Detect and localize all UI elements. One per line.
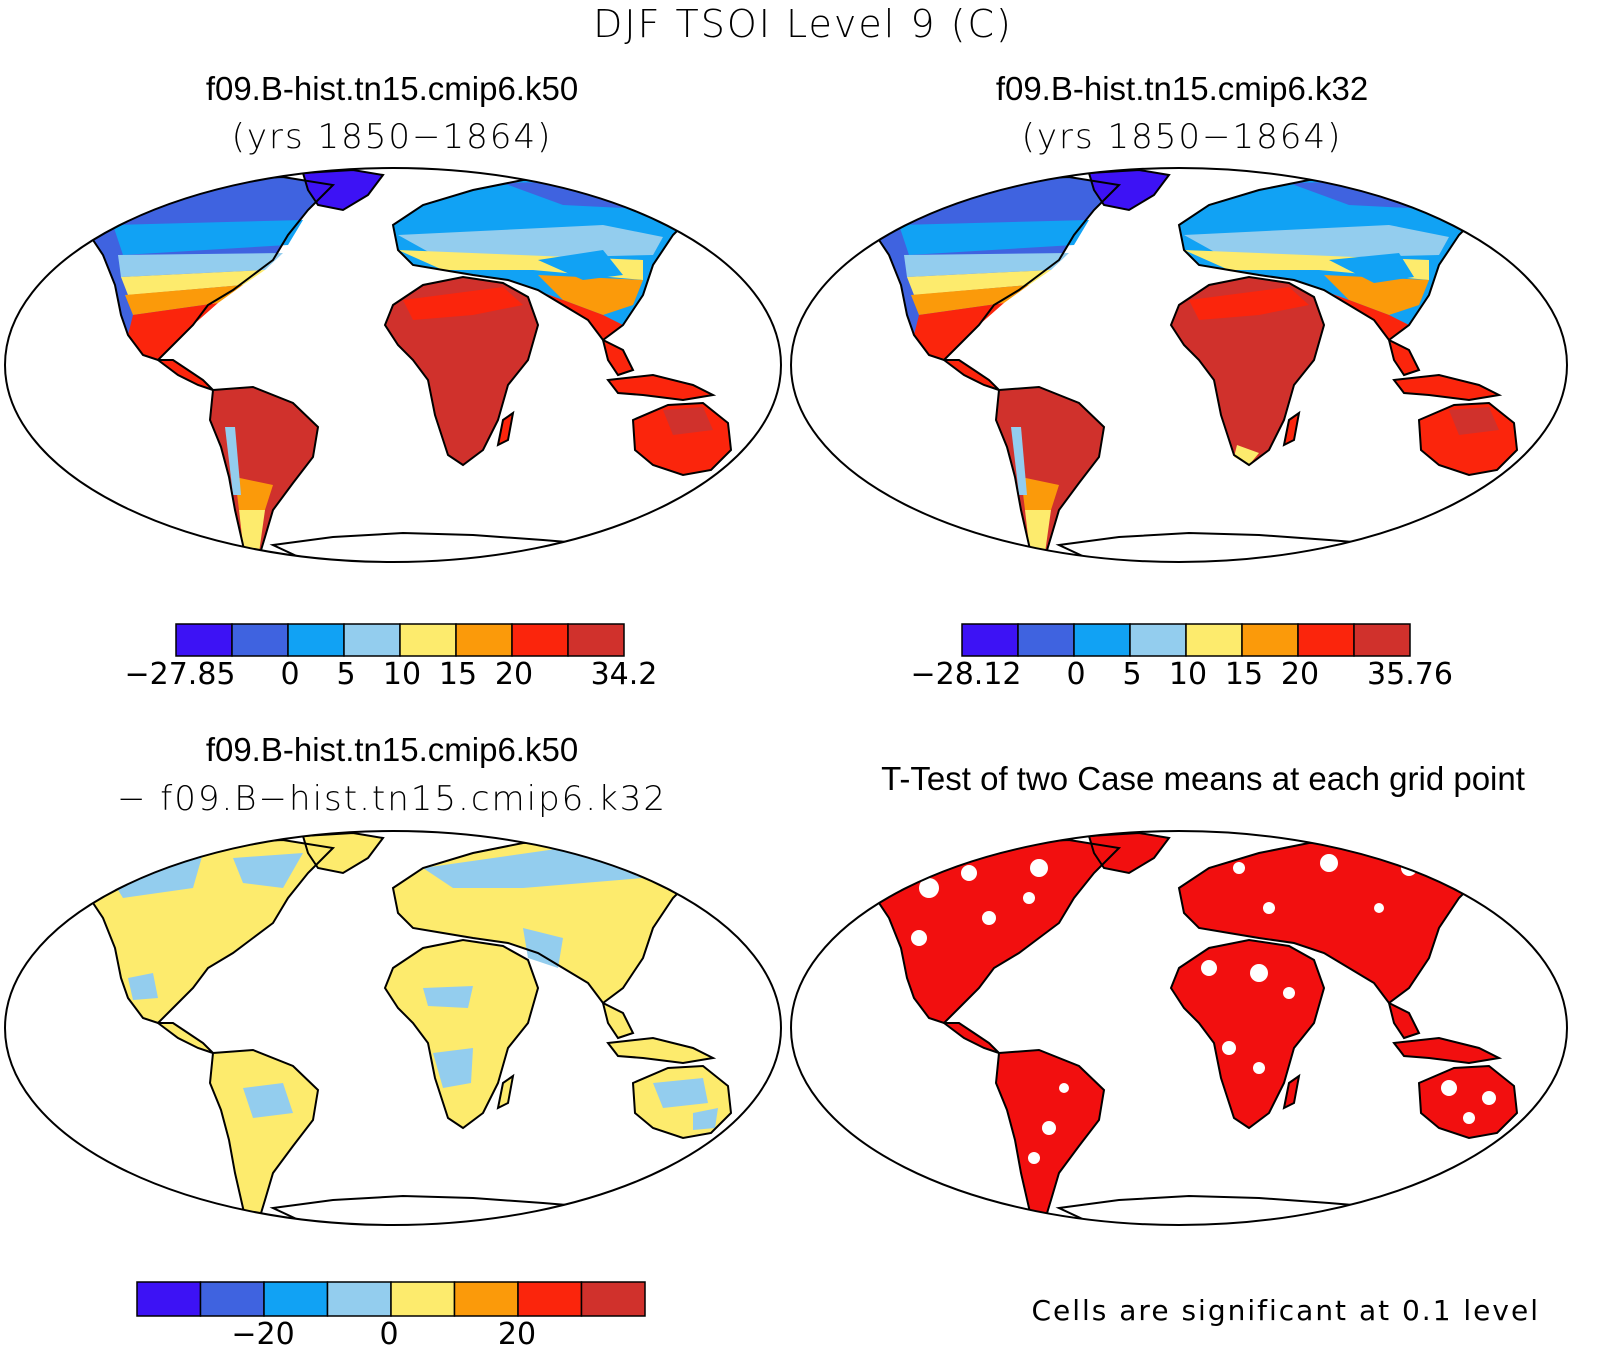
colorbar-box	[199, 1281, 265, 1317]
panel3-title: f09.B-hist.tn15.cmip6.k50	[205, 731, 579, 768]
colorbar-box	[263, 1281, 329, 1317]
colorbar-box	[136, 1281, 202, 1317]
significance-note: Cells are significant at 0.1 level	[1031, 1294, 1540, 1327]
colorbar-box	[1353, 623, 1411, 657]
colorbar-box	[1017, 623, 1075, 657]
colorbar-box	[1073, 623, 1131, 657]
colorbar-box	[1129, 623, 1187, 657]
colorbar-label: 34.2	[591, 657, 658, 692]
colorbar-label: −20	[231, 1317, 294, 1352]
colorbar-label: 10	[383, 657, 421, 692]
colorbar-box	[453, 1281, 519, 1317]
colorbar-label: 0	[280, 657, 299, 692]
colorbar-box	[455, 623, 513, 657]
panel2-map	[790, 167, 1568, 563]
colorbar-box	[511, 623, 569, 657]
panel2-title: f09.B-hist.tn15.cmip6.k32	[995, 70, 1369, 107]
panel1-title: f09.B-hist.tn15.cmip6.k50	[205, 70, 579, 107]
colorbar-label: 20	[1281, 657, 1319, 692]
colorbar-box	[1185, 623, 1243, 657]
panel3-map	[4, 830, 782, 1226]
colorbar-box	[390, 1281, 456, 1317]
panel3-subtitle: − f09.B−hist.tn15.cmip6.k32	[116, 779, 668, 819]
colorbar-box	[231, 623, 289, 657]
colorbar-label: 35.76	[1367, 657, 1453, 692]
colorbar-label: −27.85	[124, 657, 235, 692]
colorbar-label: 15	[1225, 657, 1263, 692]
colorbar-box	[1297, 623, 1355, 657]
colorbar-box	[287, 623, 345, 657]
colorbar-box	[326, 1281, 392, 1317]
colorbar-label: 10	[1169, 657, 1207, 692]
colorbar-label: 0	[1066, 657, 1085, 692]
colorbar-box	[175, 623, 233, 657]
panel4-title: T-Test of two Case means at each grid po…	[881, 760, 1525, 797]
colorbar-box	[961, 623, 1019, 657]
colorbar-label: 5	[1122, 657, 1141, 692]
panel1-map	[4, 167, 782, 563]
figure-title: DJF TSOI Level 9 (C)	[593, 2, 1013, 46]
colorbar-box	[343, 623, 401, 657]
colorbar-label: 0	[379, 1317, 398, 1352]
colorbar-label: 15	[439, 657, 477, 692]
colorbar-box	[399, 623, 457, 657]
colorbar-label: 5	[336, 657, 355, 692]
colorbar-box	[580, 1281, 646, 1317]
panel1-subtitle: (yrs 1850−1864)	[231, 117, 553, 157]
colorbar-box	[567, 623, 625, 657]
panel3-colorbar: −20 0 20	[136, 1281, 646, 1352]
colorbar-box	[1241, 623, 1299, 657]
colorbar-label: −28.12	[910, 657, 1021, 692]
panel4-map	[790, 830, 1568, 1226]
colorbar-box	[517, 1281, 583, 1317]
panel1-colorbar: −27.85 0 5 10 15 20 34.2	[124, 623, 658, 692]
panel2-subtitle: (yrs 1850−1864)	[1021, 117, 1343, 157]
colorbar-label: 20	[498, 1317, 536, 1352]
panel2-colorbar: −28.12 0 5 10 15 20 35.76	[910, 623, 1453, 692]
colorbar-label: 20	[495, 657, 533, 692]
